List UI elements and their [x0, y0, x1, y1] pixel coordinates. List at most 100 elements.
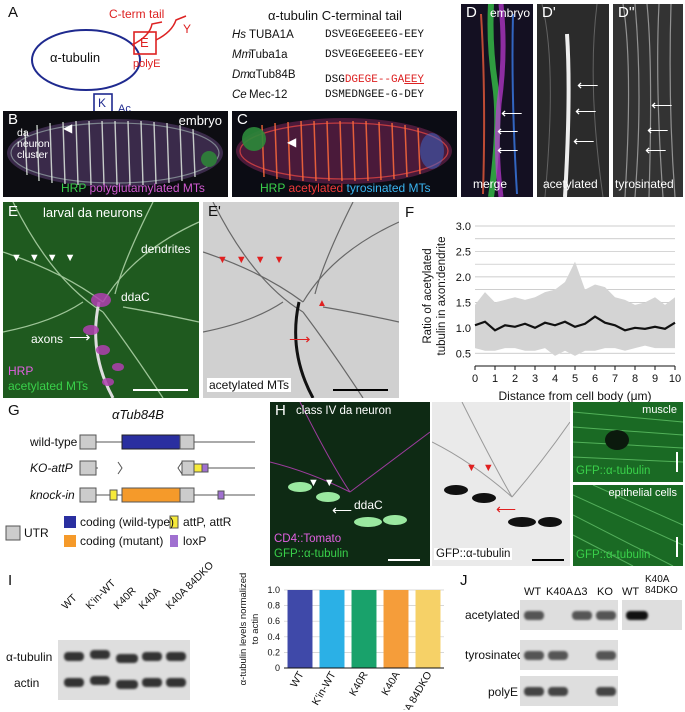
ddac-label: ddaC	[121, 290, 150, 304]
gene-name: Tuba1a	[249, 49, 288, 61]
alignment-title: α-tubulin C-terminal tail	[268, 8, 402, 23]
y-axis-label-line: α-tubulin levels normalized	[238, 573, 249, 686]
lane-label: WT	[622, 586, 640, 598]
x-tick-label: K40A	[379, 670, 402, 698]
class-iv-neuron-fluorescence-image: H class IV da neuron ▼▼ ddaC ⟵ CD4::Toma…	[270, 402, 430, 566]
lysine-box-label: K	[98, 96, 107, 110]
species-name: Dm	[232, 69, 250, 81]
muscle-image: muscle GFP::α-tubulin	[573, 402, 683, 482]
gfp-epithelial-caption: GFP::α-tubulin	[576, 549, 651, 561]
tyrosine-label: Y	[183, 22, 192, 36]
x-tick-label: 0	[472, 373, 478, 385]
arrow-icon: ⟵	[501, 105, 523, 122]
arrow-icon: ⟵	[497, 142, 519, 159]
stain-legend: HRP polyglutamylated MTs	[61, 181, 205, 195]
stain-legend: HRP acetylated tyrosinated MTs	[260, 181, 431, 195]
y-tick-label: 0	[275, 663, 280, 673]
c-term-tail-label: C-term tail	[109, 7, 165, 21]
lane-label: KO	[597, 586, 613, 598]
y-tick-label: 2.5	[456, 246, 471, 258]
lane-label: K40R	[111, 584, 139, 612]
gene-structure-diagram	[5, 434, 255, 547]
larval-neurons-gray-image: E' ▼▼▼▼ ▲ ⟶ acetylated MTs	[203, 202, 399, 398]
panel-label-b: B	[8, 111, 19, 128]
tyrosinated-caption: tyrosinated	[615, 177, 674, 191]
sequence: DSVEGEGEEEG-EEY	[325, 29, 425, 41]
lane-label: K40A	[136, 585, 164, 612]
blot-band	[64, 678, 84, 687]
lane-label: K'in-WT	[83, 577, 119, 612]
dendrites-label: dendrites	[141, 242, 191, 256]
blot-band	[142, 652, 162, 661]
blot-band	[90, 676, 110, 685]
panel-label-d-double-prime: D''	[618, 4, 635, 21]
arrow-icon: ⟶	[289, 331, 311, 348]
panel-label-f: F	[405, 204, 415, 221]
gene-name: Mec-12	[249, 89, 288, 101]
embryo-polyglutamylated-image: B embryo da neuron cluster ◀ HRP polyglu…	[3, 111, 228, 197]
muscle-label: muscle	[642, 404, 677, 416]
species-name: Ce	[232, 89, 247, 101]
hrp-caption: HRP	[8, 364, 34, 378]
sequence: DSMEDNGEE-G-DEY	[325, 89, 425, 101]
panel-label-e-prime: E'	[208, 203, 221, 220]
tomato-caption: CD4::Tomato	[274, 533, 342, 545]
legend-coding-mutant: coding (mutant)	[80, 534, 164, 548]
bar	[319, 590, 345, 668]
blot-band	[116, 654, 138, 663]
panel-label-d: D	[466, 4, 477, 21]
bar	[415, 590, 441, 668]
panel-label-a: A	[8, 4, 19, 21]
blot-band	[548, 651, 568, 660]
sequence: DSVEGEGEEEG-EEY	[325, 49, 425, 61]
merge-caption: merge	[473, 177, 508, 191]
legend-coding-wt: coding (wild-type)	[80, 515, 175, 529]
arrow-icon: ⟵	[496, 501, 517, 517]
axon-dendrite-ratio-chart: 0.5 1.0 1.5 2.0 2.5 3.0 0 1 2 3 4 5 6 7 8 9 10 Distance f…	[422, 221, 681, 403]
alignment-row: Hs TUBA1A DSVEGEGEEEG-EEY	[232, 29, 452, 49]
x-tick-label: 10	[669, 373, 681, 385]
arrow-icon: ⟵	[647, 122, 669, 139]
lane-label: K40A 84DKO	[163, 559, 217, 612]
y-axis-label-line: to actin	[250, 614, 261, 645]
embryo-acetylated-tyrosinated-image: C ◀ HRP acetylated tyrosinated MTs	[232, 111, 457, 197]
arrow-icon: ⟵	[575, 103, 597, 120]
arrow-icon: ⟵	[332, 502, 353, 518]
blot-row-label: actin	[14, 676, 40, 690]
epithelial-label: epithelial cells	[608, 487, 677, 499]
blot-band	[548, 687, 568, 696]
arrow-icon: ⟵	[651, 97, 673, 114]
panel-label-c: C	[237, 111, 248, 128]
gene-name: αTub84B	[112, 407, 164, 422]
panel-label-i: I	[8, 572, 13, 589]
blot-band	[142, 678, 162, 687]
arrowhead-icon: ▼▼▼▼	[11, 252, 83, 264]
legend-attp: attP, attR	[183, 515, 232, 529]
y-tick-label: 0.8	[267, 601, 280, 611]
arrow-icon: ⟶	[69, 329, 91, 346]
blot-band	[572, 611, 592, 620]
x-tick-label: 2	[512, 373, 518, 385]
acetylated-mts-caption: acetylated MTs	[8, 379, 89, 393]
larval-neurons-fluorescence-image: E larval da neurons dendrites ddaC ▼▼▼▼ …	[3, 202, 199, 398]
species-name: Hs	[232, 29, 247, 41]
embryo-tyrosinated-image: D'' ⟵ ⟵ ⟵ tyrosinated	[613, 4, 683, 197]
glutamate-box-label: E	[140, 35, 149, 50]
y-tick-label: 1.0	[456, 323, 471, 335]
panel-label-h: H	[275, 402, 286, 419]
panel-label-g: G	[8, 402, 20, 419]
blot-band	[166, 678, 186, 687]
x-tick-label: 7	[612, 373, 618, 385]
blot-band	[596, 611, 616, 620]
alignment-row: Mm Tuba1a DSVEGEGEEEG-EEY	[232, 49, 452, 69]
lane-label: WT	[59, 591, 80, 612]
panel-label-d-prime: D'	[542, 4, 556, 21]
acetylated-mts-caption: acetylated MTs	[207, 378, 292, 392]
gene-name: TUBA1A	[249, 29, 294, 41]
western-blot-tyrosinated	[520, 640, 618, 670]
genotype-row-label: knock-in	[30, 488, 75, 502]
western-blot-acetylated-84dko	[622, 600, 682, 630]
y-tick-label: 1.0	[267, 585, 280, 595]
y-tick-label: 0.4	[267, 632, 280, 642]
